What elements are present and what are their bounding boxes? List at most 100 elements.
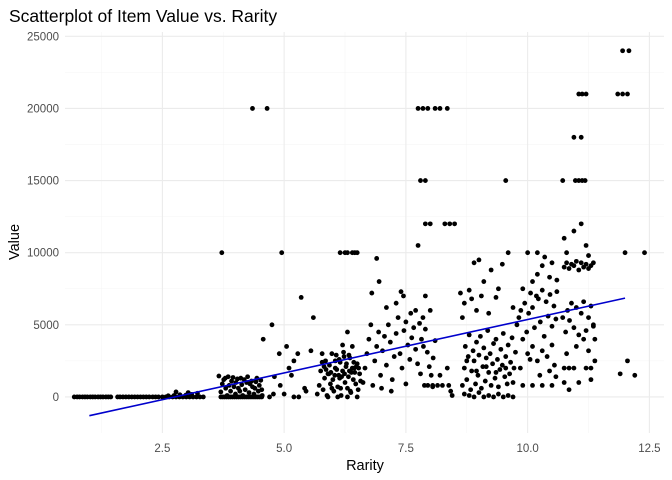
data-point <box>539 287 545 293</box>
data-point <box>475 372 481 378</box>
data-point <box>464 377 470 383</box>
data-point <box>271 391 276 397</box>
data-point <box>322 375 327 381</box>
data-point <box>492 375 498 381</box>
data-point <box>530 383 535 388</box>
data-point <box>537 319 543 325</box>
data-point <box>626 48 632 54</box>
data-point <box>333 352 339 358</box>
data-point <box>632 372 638 378</box>
data-point <box>326 371 332 377</box>
data-point <box>583 243 589 248</box>
data-point <box>576 267 582 273</box>
data-point <box>530 344 535 349</box>
data-point <box>318 368 324 374</box>
data-point <box>417 320 422 326</box>
data-point <box>319 351 325 357</box>
data-point <box>353 381 359 387</box>
data-point <box>549 342 555 348</box>
data-point <box>481 345 487 351</box>
data-point <box>539 383 545 388</box>
data-point <box>571 134 577 140</box>
chart-title: Scatterplot of Item Value vs. Rarity <box>9 6 277 26</box>
data-point <box>469 368 475 374</box>
data-point <box>348 370 354 375</box>
data-point <box>510 380 516 385</box>
data-point <box>488 383 494 388</box>
data-point <box>376 279 382 284</box>
data-point <box>466 393 472 398</box>
data-point <box>345 250 350 256</box>
data-point <box>539 348 545 354</box>
data-point <box>530 279 535 284</box>
data-point <box>296 394 302 400</box>
data-point <box>345 329 350 335</box>
data-point <box>461 391 467 397</box>
data-point <box>493 370 499 375</box>
data-point <box>620 48 626 54</box>
data-point <box>488 267 494 273</box>
data-point <box>401 328 407 333</box>
data-point <box>615 91 621 97</box>
data-point <box>483 364 489 370</box>
data-point <box>399 365 405 371</box>
data-point <box>231 384 237 390</box>
data-point <box>567 318 572 323</box>
data-point <box>355 387 361 393</box>
data-point <box>505 393 511 398</box>
data-point <box>513 349 518 355</box>
data-point <box>625 358 630 364</box>
trend-line-layer <box>89 297 626 417</box>
data-point <box>385 322 391 328</box>
data-point <box>200 394 206 400</box>
data-point <box>486 370 492 375</box>
data-point <box>338 385 344 391</box>
data-point <box>552 362 557 368</box>
data-point <box>544 354 550 359</box>
data-point <box>566 266 572 271</box>
data-point <box>522 300 528 306</box>
data-point <box>496 286 501 292</box>
data-point <box>374 256 380 261</box>
data-point <box>239 382 245 388</box>
data-point <box>503 365 509 371</box>
y-tick-label: 20000 <box>27 103 59 115</box>
data-point <box>525 250 531 256</box>
data-point <box>354 250 360 256</box>
data-point <box>374 344 380 349</box>
data-point <box>505 250 511 256</box>
data-point <box>351 359 357 365</box>
data-point <box>420 106 426 111</box>
data-point <box>419 336 424 342</box>
data-point <box>345 394 350 400</box>
data-point <box>481 279 487 284</box>
data-point <box>277 383 283 388</box>
data-point <box>549 323 555 329</box>
data-point <box>510 305 516 310</box>
data-point <box>571 325 577 331</box>
data-point <box>259 394 265 400</box>
data-point <box>470 348 476 354</box>
data-point <box>360 380 366 385</box>
data-point <box>384 305 389 310</box>
data-point <box>520 336 526 342</box>
data-point <box>473 381 478 387</box>
data-point <box>418 178 423 183</box>
data-point <box>642 250 647 256</box>
data-point <box>459 383 465 388</box>
data-point <box>496 384 501 390</box>
data-point <box>264 106 270 111</box>
data-point <box>592 336 598 342</box>
data-point <box>321 364 327 370</box>
data-point <box>345 385 350 391</box>
data-point <box>415 243 421 248</box>
data-point <box>493 295 499 300</box>
data-point <box>534 250 540 256</box>
data-point <box>578 310 584 316</box>
data-point <box>539 263 545 269</box>
data-point <box>534 271 540 277</box>
data-point <box>370 383 376 388</box>
data-point <box>398 289 404 295</box>
data-point <box>295 351 301 357</box>
data-point <box>583 261 589 267</box>
